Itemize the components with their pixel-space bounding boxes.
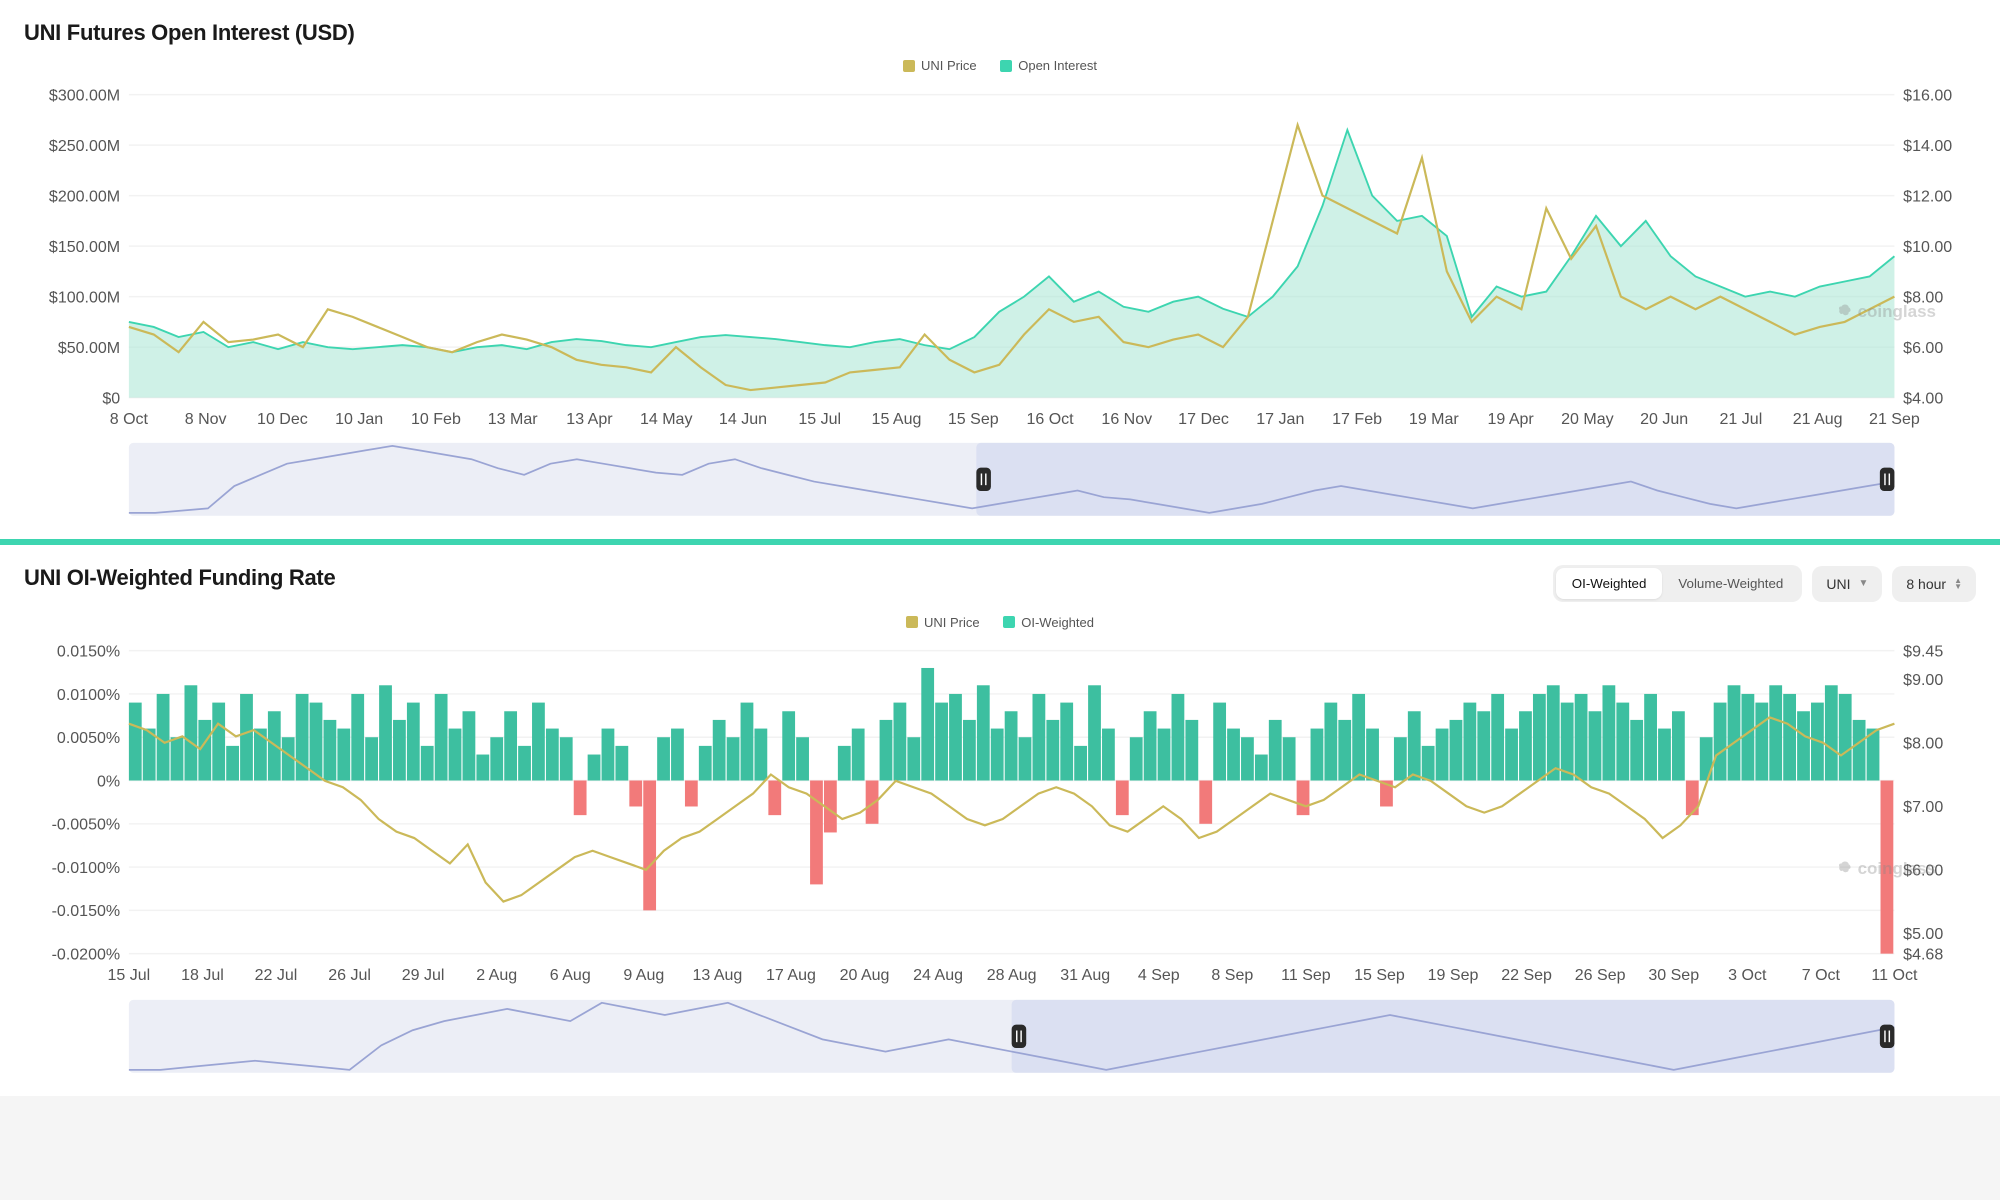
svg-text:17 Aug: 17 Aug (766, 966, 816, 984)
svg-text:0.0150%: 0.0150% (57, 643, 120, 661)
svg-text:20 May: 20 May (1561, 409, 1614, 427)
svg-text:15 Jul: 15 Jul (798, 409, 841, 427)
svg-text:8 Oct: 8 Oct (110, 409, 149, 427)
svg-text:28 Aug: 28 Aug (987, 966, 1037, 984)
svg-text:21 Jul: 21 Jul (1720, 409, 1763, 427)
svg-text:20 Jun: 20 Jun (1640, 409, 1688, 427)
svg-text:6 Aug: 6 Aug (550, 966, 591, 984)
panel2-brush[interactable] (24, 997, 1976, 1076)
svg-text:19 Apr: 19 Apr (1487, 409, 1534, 427)
svg-text:17 Feb: 17 Feb (1332, 409, 1382, 427)
svg-text:$7.00: $7.00 (1903, 798, 1943, 816)
svg-text:$6.00: $6.00 (1903, 338, 1943, 356)
svg-text:$4.68: $4.68 (1903, 946, 1943, 964)
svg-text:13 Aug: 13 Aug (692, 966, 742, 984)
svg-text:31 Aug: 31 Aug (1060, 966, 1110, 984)
svg-text:$4.00: $4.00 (1903, 389, 1943, 407)
svg-text:14 May: 14 May (640, 409, 693, 427)
svg-text:-0.0100%: -0.0100% (52, 859, 121, 877)
svg-text:10 Dec: 10 Dec (257, 409, 308, 427)
svg-text:19 Mar: 19 Mar (1409, 409, 1460, 427)
watermark: coinglass (1836, 859, 1936, 879)
asset-dropdown[interactable]: UNI▼ (1812, 566, 1882, 602)
open-interest-chart[interactable]: $0 $50.00M $100.00M $150.00M $200.00M $250.00… (24, 83, 1976, 433)
svg-text:24 Aug: 24 Aug (913, 966, 963, 984)
svg-text:2 Aug: 2 Aug (476, 966, 517, 984)
legend-item[interactable]: UNI Price (903, 58, 977, 73)
svg-text:16 Nov: 16 Nov (1101, 409, 1152, 427)
svg-text:29 Jul: 29 Jul (402, 966, 445, 984)
svg-text:10 Jan: 10 Jan (335, 409, 383, 427)
svg-text:0%: 0% (97, 773, 120, 791)
panel1-legend: UNI Price Open Interest (24, 58, 1976, 75)
svg-text:8 Sep: 8 Sep (1211, 966, 1253, 984)
weighting-toggle: OI-Weighted Volume-Weighted (1553, 565, 1803, 602)
svg-text:$12.00: $12.00 (1903, 187, 1952, 205)
panel1-brush[interactable] (24, 440, 1976, 519)
svg-text:19 Sep: 19 Sep (1428, 966, 1479, 984)
svg-text:-0.0200%: -0.0200% (52, 946, 121, 964)
svg-text:4 Sep: 4 Sep (1138, 966, 1180, 984)
svg-text:20 Aug: 20 Aug (840, 966, 890, 984)
oi-weighted-button[interactable]: OI-Weighted (1556, 568, 1663, 599)
svg-text:14 Jun: 14 Jun (719, 409, 767, 427)
open-interest-panel: UNI Futures Open Interest (USD) UNI Pric… (0, 0, 2000, 539)
svg-text:$100.00M: $100.00M (49, 288, 120, 306)
svg-text:7 Oct: 7 Oct (1802, 966, 1841, 984)
svg-text:$10.00: $10.00 (1903, 237, 1952, 255)
svg-text:3 Oct: 3 Oct (1728, 966, 1767, 984)
svg-text:9 Aug: 9 Aug (623, 966, 664, 984)
svg-text:$250.00M: $250.00M (49, 136, 120, 154)
svg-text:15 Aug: 15 Aug (872, 409, 922, 427)
svg-text:16 Oct: 16 Oct (1026, 409, 1074, 427)
svg-text:13 Mar: 13 Mar (488, 409, 539, 427)
panel2-title: UNI OI-Weighted Funding Rate (24, 565, 335, 591)
interval-dropdown[interactable]: 8 hour▲▼ (1892, 566, 1976, 602)
svg-text:17 Dec: 17 Dec (1178, 409, 1229, 427)
svg-text:17 Jan: 17 Jan (1256, 409, 1304, 427)
svg-text:$0: $0 (102, 389, 120, 407)
svg-text:$300.00M: $300.00M (49, 86, 120, 104)
svg-text:21 Aug: 21 Aug (1793, 409, 1843, 427)
svg-text:26 Jul: 26 Jul (328, 966, 371, 984)
svg-text:0.0100%: 0.0100% (57, 686, 120, 704)
svg-text:18 Jul: 18 Jul (181, 966, 224, 984)
panel2-legend: UNI Price OI-Weighted (24, 615, 1976, 632)
svg-text:$9.45: $9.45 (1903, 643, 1943, 661)
funding-rate-chart[interactable]: -0.0200% -0.0150% -0.0100% -0.0050% 0% 0.0050… (24, 639, 1976, 989)
svg-text:13 Apr: 13 Apr (566, 409, 613, 427)
svg-text:21 Sep: 21 Sep (1869, 409, 1920, 427)
svg-text:$5.00: $5.00 (1903, 925, 1943, 943)
panel2-controls: OI-Weighted Volume-Weighted UNI▼ 8 hour▲… (1553, 565, 1976, 602)
svg-text:22 Jul: 22 Jul (255, 966, 298, 984)
svg-text:-0.0150%: -0.0150% (52, 902, 121, 920)
svg-text:15 Jul: 15 Jul (108, 966, 151, 984)
svg-text:$14.00: $14.00 (1903, 136, 1952, 154)
watermark: coinglass (1836, 302, 1936, 322)
svg-text:0.0050%: 0.0050% (57, 729, 120, 747)
svg-text:-0.0050%: -0.0050% (52, 816, 121, 834)
legend-item[interactable]: OI-Weighted (1003, 615, 1094, 630)
volume-weighted-button[interactable]: Volume-Weighted (1662, 568, 1799, 599)
svg-text:11 Sep: 11 Sep (1281, 966, 1331, 984)
panel1-title: UNI Futures Open Interest (USD) (24, 20, 1976, 46)
legend-item[interactable]: UNI Price (906, 615, 980, 630)
svg-text:15 Sep: 15 Sep (1354, 966, 1405, 984)
svg-text:$150.00M: $150.00M (49, 237, 120, 255)
svg-text:$9.00: $9.00 (1903, 671, 1943, 689)
legend-item[interactable]: Open Interest (1000, 58, 1097, 73)
svg-text:$200.00M: $200.00M (49, 187, 120, 205)
svg-text:26 Sep: 26 Sep (1575, 966, 1626, 984)
svg-text:22 Sep: 22 Sep (1501, 966, 1552, 984)
funding-rate-panel: UNI OI-Weighted Funding Rate OI-Weighted… (0, 545, 2000, 1096)
svg-text:$8.00: $8.00 (1903, 735, 1943, 753)
svg-text:$16.00: $16.00 (1903, 86, 1952, 104)
svg-text:11 Oct: 11 Oct (1871, 966, 1918, 984)
svg-text:$50.00M: $50.00M (58, 338, 120, 356)
svg-text:15 Sep: 15 Sep (948, 409, 999, 427)
svg-text:10 Feb: 10 Feb (411, 409, 461, 427)
svg-text:8 Nov: 8 Nov (185, 409, 227, 427)
svg-text:30 Sep: 30 Sep (1648, 966, 1699, 984)
